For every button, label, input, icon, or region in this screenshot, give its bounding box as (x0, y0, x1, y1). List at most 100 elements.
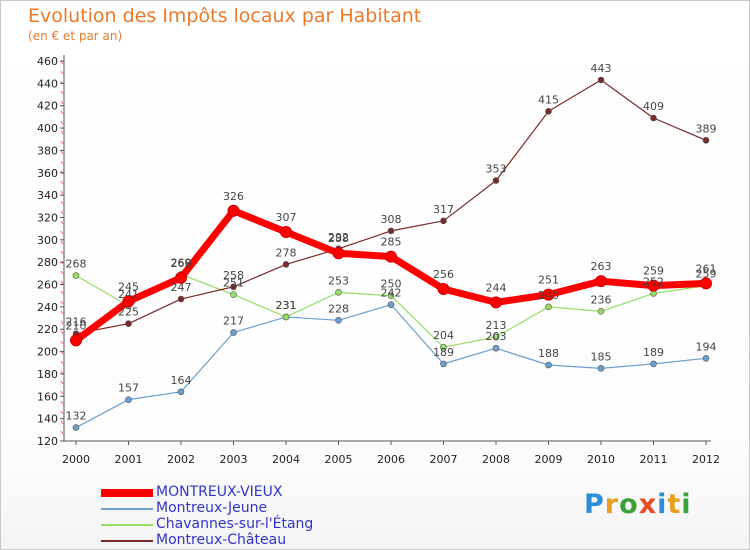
y-tick-label: 140 (37, 413, 58, 426)
legend-swatch (101, 508, 153, 510)
data-point (647, 279, 660, 292)
data-label: 217 (223, 315, 244, 328)
axis-dot (60, 180, 64, 185)
data-label: 268 (66, 258, 87, 271)
axis-dot (60, 270, 64, 275)
data-label: 204 (433, 329, 454, 342)
data-point (492, 333, 500, 341)
axis-dot (60, 220, 64, 225)
data-label: 231 (276, 299, 297, 312)
legend-swatch (101, 540, 153, 542)
data-point (702, 137, 710, 144)
x-tick-label: 2011 (640, 453, 668, 466)
data-point (122, 295, 135, 308)
data-point (650, 360, 657, 368)
data-label: 285 (381, 236, 402, 249)
x-tick-label: 2007 (430, 453, 458, 466)
data-point (542, 288, 555, 301)
axis-dot (60, 310, 64, 315)
data-label: 261 (696, 262, 717, 275)
axis-dot (60, 400, 64, 405)
data-point (597, 308, 605, 315)
data-point (440, 343, 447, 351)
legend-label: Chavannes-sur-l'Étang (156, 516, 314, 532)
legend-label: Montreux-Château (156, 532, 287, 548)
data-point (545, 107, 552, 115)
data-label: 231 (276, 299, 297, 312)
data-label: 241 (118, 288, 139, 301)
data-label: 213 (486, 319, 507, 332)
data-label: 244 (486, 281, 507, 294)
data-point (332, 247, 345, 260)
data-point (385, 250, 397, 263)
data-label: 256 (433, 268, 454, 281)
data-point (230, 283, 237, 291)
axis-dot (60, 420, 64, 425)
data-label: 245 (118, 280, 139, 293)
series-line-1 (75, 304, 707, 429)
x-tick-label: 2005 (325, 453, 353, 466)
x-tick-label: 2006 (377, 453, 405, 466)
axis-dot (60, 290, 64, 295)
data-point (177, 295, 185, 303)
chart-subtitle: (en € et par an) (28, 29, 123, 43)
data-point (72, 272, 80, 279)
data-label: 189 (433, 346, 454, 359)
data-point (700, 277, 712, 290)
data-label: 250 (381, 278, 402, 291)
y-tick-label: 160 (37, 390, 58, 403)
axis-dot (60, 230, 64, 235)
data-point (387, 292, 395, 300)
legend-item-chavannes[interactable]: Chavannes-sur-l'Étang (101, 516, 361, 533)
axis-dot (60, 340, 64, 345)
data-point (492, 344, 500, 352)
data-point (440, 360, 447, 368)
data-label: 251 (223, 277, 244, 290)
data-label: 353 (486, 163, 507, 176)
data-label: 194 (696, 340, 717, 353)
y-tick-label: 260 (37, 279, 58, 292)
data-label: 389 (696, 122, 717, 135)
legend-item-montreux-vieux[interactable]: MONTREUX-VIEUX (101, 484, 361, 501)
data-label: 259 (696, 268, 717, 281)
axis-dot (60, 250, 64, 255)
y-tick-label: 200 (37, 346, 58, 359)
legend-swatch (101, 489, 153, 497)
data-label: 288 (328, 232, 349, 245)
axis-dot (60, 360, 64, 365)
data-label: 269 (171, 256, 192, 269)
data-label: 266 (171, 257, 192, 270)
axis-dot (60, 280, 64, 285)
data-point (545, 303, 552, 311)
y-tick-label: 340 (37, 189, 58, 202)
y-tick-label: 440 (37, 77, 58, 90)
legend: MONTREUX-VIEUX Montreux-Jeune Chavannes-… (101, 484, 361, 549)
data-point (230, 291, 237, 298)
data-point (282, 313, 290, 321)
data-label: 132 (66, 410, 87, 423)
y-tick-label: 240 (37, 301, 58, 314)
x-tick-label: 2010 (587, 453, 615, 466)
axis-dot (60, 140, 64, 145)
axis-dot (60, 430, 64, 435)
data-point (125, 320, 132, 327)
legend-item-montreux-jeune[interactable]: Montreux-Jeune (101, 500, 361, 517)
x-tick-label: 2001 (115, 453, 143, 466)
data-label: 252 (643, 275, 664, 288)
data-label: 242 (381, 287, 402, 300)
x-tick-label: 2008 (482, 453, 510, 466)
axis-dot (60, 330, 64, 335)
x-tick-label: 2000 (62, 453, 90, 466)
y-tick-label: 120 (37, 435, 58, 448)
legend-item-montreux-chateau[interactable]: Montreux-Château (101, 532, 361, 549)
axis-dot (60, 410, 64, 415)
data-point (72, 424, 80, 431)
data-point (490, 296, 502, 309)
data-label: 308 (381, 213, 402, 226)
legend-label: MONTREUX-VIEUX (156, 484, 283, 500)
data-point (440, 217, 447, 225)
legend-label: Montreux-Jeune (156, 500, 268, 516)
data-label: 189 (643, 346, 664, 359)
